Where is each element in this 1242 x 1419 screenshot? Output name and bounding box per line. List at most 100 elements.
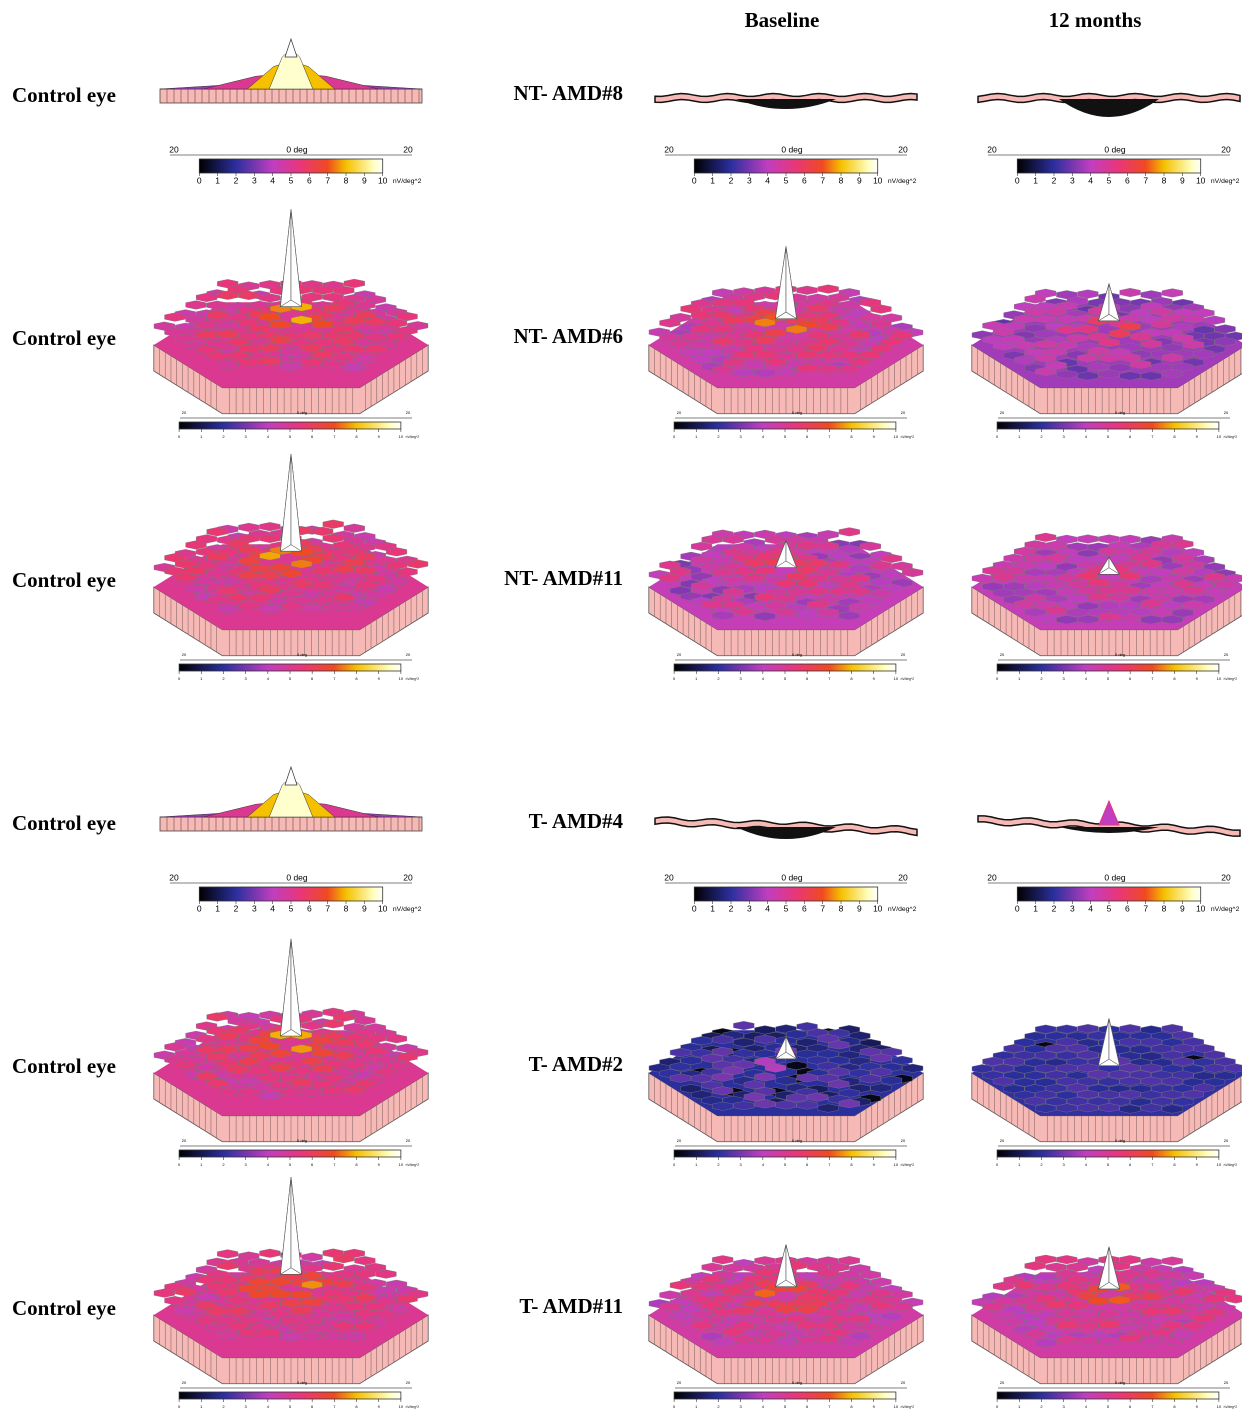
colorbar-unit: nV/deg^2 [393, 178, 422, 185]
colorbar-tick-label: 10 [1217, 1404, 1222, 1409]
row-label: Control eye [12, 83, 116, 107]
hex-cell [1172, 1043, 1194, 1053]
hex-cell [1098, 338, 1120, 348]
colorbar-tick-label: 1 [200, 676, 203, 681]
hex-cell [301, 603, 323, 613]
colorbar-tick-label: 0 [178, 676, 181, 681]
hex-cell [217, 1315, 239, 1325]
hex-cell [174, 333, 197, 343]
peak-spike [284, 765, 298, 786]
colorbar-tick-label: 3 [747, 903, 752, 913]
hex-cell [354, 354, 376, 364]
hex-cell [817, 567, 839, 577]
hex-cell [1077, 1024, 1099, 1034]
plot-base [654, 816, 918, 837]
mferg-plot [977, 92, 1241, 117]
scale-label: 0 deg [792, 1138, 802, 1143]
hex-cell [743, 344, 765, 354]
hex-cell [1161, 353, 1183, 363]
scale-label: 20 [1000, 410, 1005, 415]
colorbar-tick-label: 7 [1151, 1404, 1154, 1409]
hex-cell [659, 318, 681, 328]
hex-cell [1119, 534, 1141, 544]
hex-cell [1014, 1038, 1036, 1048]
hex-cell [322, 1248, 344, 1258]
mferg-plot [648, 527, 924, 657]
hex-cell [796, 609, 818, 620]
hex-cell [1214, 337, 1236, 347]
colorbar-tick-label: 5 [1107, 1162, 1110, 1167]
row-label: T- AMD#2 [529, 1052, 623, 1076]
hex-cell [807, 1286, 829, 1296]
hex-cell [880, 1047, 903, 1057]
scale-label: 0 deg [286, 872, 308, 882]
hex-cell [206, 527, 228, 537]
hex-cell [659, 1302, 681, 1312]
hex-cell [1035, 1024, 1057, 1034]
row-label: NT- AMD#11 [504, 566, 623, 590]
hex-cell [1077, 601, 1099, 611]
hex-cell [333, 352, 355, 362]
hex-cell [1003, 566, 1025, 576]
mferg-plot [654, 816, 918, 839]
hex-cell [364, 1302, 386, 1312]
colorbar-tick-label: 0 [178, 434, 181, 439]
hex-cell [817, 1034, 839, 1044]
hex-cell [196, 1071, 218, 1081]
hex-cell [1066, 333, 1088, 343]
peak-facet [280, 209, 292, 308]
scale-label: 0 deg [792, 652, 802, 657]
hex-cell [849, 586, 871, 596]
colorbar-tick-label: 6 [1129, 1404, 1132, 1409]
scale-label: 0 deg [1115, 410, 1125, 415]
hex-cell [796, 1320, 818, 1330]
hex-cell [828, 574, 850, 584]
hex-cell [217, 1044, 239, 1054]
hex-cell [817, 1268, 839, 1278]
hex-cell [333, 1321, 355, 1331]
hex-cell [248, 563, 270, 573]
hex-cell [238, 290, 260, 300]
scale-label: 0 deg [286, 144, 308, 154]
colorbar: 20 0 deg 20 0 1 2 3 4 5 6 7 8 9 10 nV/deg^2 [996, 410, 1237, 439]
hex-cell [227, 1306, 249, 1316]
hex-cell [1161, 313, 1183, 323]
colorbar-tick-label: 6 [307, 175, 312, 185]
hex-cell [1203, 1294, 1226, 1304]
hex-cell [786, 587, 808, 597]
hex-cell [992, 1310, 1015, 1320]
colorbar-tick-label: 4 [1088, 903, 1093, 913]
hex-cell [1225, 1294, 1242, 1304]
hex-cell [164, 312, 186, 322]
hex-cell [1098, 534, 1120, 544]
colorbar-tick-label: 7 [1143, 903, 1148, 913]
hex-cell [992, 1076, 1015, 1086]
hex-cell [312, 319, 334, 329]
hex-cell [859, 1270, 881, 1280]
hex-cell [669, 1311, 692, 1321]
colorbar-tick-label: 9 [1196, 1404, 1199, 1409]
colorbar-tick-label: 10 [894, 1404, 899, 1409]
hex-cell [902, 1063, 924, 1073]
hex-cell [838, 338, 860, 348]
hex-cell [992, 588, 1015, 598]
hex-cell [838, 1256, 860, 1266]
colorbar-tick-label: 4 [270, 903, 275, 913]
hex-cell [691, 1073, 713, 1083]
peak-facet [1108, 1246, 1121, 1290]
hex-cell [712, 1035, 734, 1045]
hex-cell [1161, 1064, 1183, 1074]
hex-cell [269, 563, 291, 573]
hex-cell [322, 1073, 344, 1083]
colorbar-tick-label: 5 [1107, 903, 1112, 913]
colorbar-tick-label: 2 [729, 903, 734, 913]
colorbar-tick-label: 8 [355, 676, 358, 681]
colorbar-tick-label: 2 [729, 175, 734, 185]
hex-cell [1119, 1333, 1141, 1343]
hex-cell [691, 1294, 713, 1304]
colorbar-gradient [178, 1391, 402, 1400]
hex-cell [1203, 315, 1226, 325]
hex-cell [1172, 322, 1194, 332]
hex-cell [291, 1306, 313, 1316]
hex-cell [164, 327, 186, 337]
